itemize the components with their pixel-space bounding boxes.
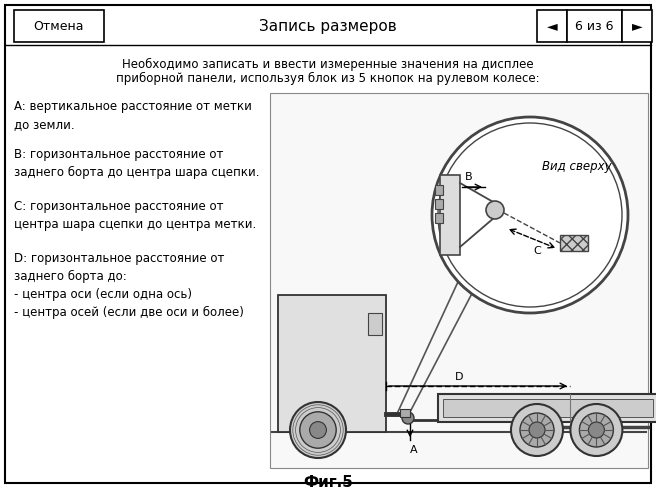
Circle shape (290, 402, 346, 458)
Circle shape (520, 413, 554, 447)
Bar (567, 10, 622, 42)
Circle shape (438, 123, 622, 307)
Bar (443, 399, 653, 417)
Text: ◄: ◄ (546, 19, 558, 33)
Bar (435, 199, 443, 209)
Text: B: B (465, 172, 473, 182)
Bar (400, 409, 410, 417)
Circle shape (588, 422, 604, 438)
Bar (270, 93, 648, 468)
Text: Отмена: Отмена (33, 20, 84, 32)
Bar (440, 175, 460, 255)
Circle shape (529, 422, 545, 438)
Text: Запись размеров: Запись размеров (259, 18, 397, 34)
Bar (622, 10, 652, 42)
Text: Вид сверху: Вид сверху (542, 160, 611, 173)
Text: C: C (533, 246, 541, 256)
Bar (560, 235, 588, 251)
Text: Фиг.5: Фиг.5 (303, 475, 353, 490)
Text: приборной панели, используя блок из 5 кнопок на рулевом колесе:: приборной панели, используя блок из 5 кн… (116, 72, 540, 85)
Bar (14, 10, 104, 42)
Text: D: D (455, 372, 464, 382)
Text: A: вертикальное расстояние от метки
до земли.: A: вертикальное расстояние от метки до з… (14, 100, 252, 131)
Circle shape (511, 404, 563, 456)
Bar (278, 295, 386, 432)
Circle shape (486, 201, 504, 219)
Text: C: горизонтальное расстояние от
центра шара сцепки до центра метки.: C: горизонтальное расстояние от центра ш… (14, 200, 256, 231)
Bar (368, 313, 382, 335)
Text: Необходимо записать и ввести измеренные значения на дисплее: Необходимо записать и ввести измеренные … (122, 58, 534, 71)
Bar (438, 394, 656, 422)
Bar (435, 213, 443, 223)
Text: ►: ► (632, 19, 642, 33)
Bar (435, 185, 443, 195)
Circle shape (432, 117, 628, 313)
Circle shape (579, 413, 613, 447)
Circle shape (300, 412, 337, 448)
Text: 6 из 6: 6 из 6 (575, 20, 613, 32)
Circle shape (402, 412, 414, 424)
Circle shape (571, 404, 623, 456)
Text: A: A (410, 445, 418, 455)
Text: D: горизонтальное расстояние от
заднего борта до:
- центра оси (если одна ось)
-: D: горизонтальное расстояние от заднего … (14, 252, 244, 320)
Text: B: горизонтальное расстояние от
заднего борта до центра шара сцепки.: B: горизонтальное расстояние от заднего … (14, 148, 260, 179)
Bar (537, 10, 567, 42)
Circle shape (310, 422, 327, 438)
